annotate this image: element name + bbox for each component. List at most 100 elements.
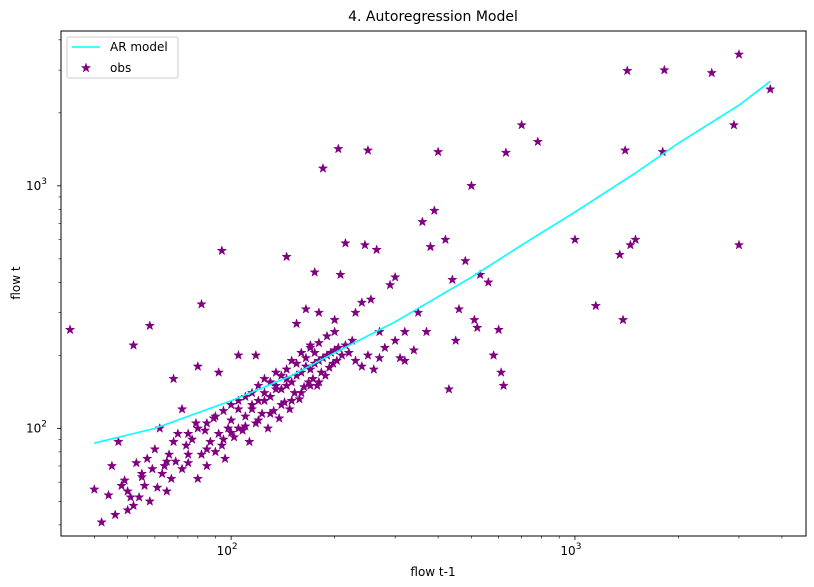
obs-point	[309, 266, 320, 277]
obs-point	[270, 383, 282, 394]
obs-point	[152, 482, 163, 493]
obs-point	[205, 436, 216, 447]
obs-point	[614, 249, 626, 260]
obs-point	[516, 119, 527, 130]
x-tick-exponent: 2	[232, 542, 238, 552]
obs-point	[176, 463, 188, 474]
obs-point	[190, 417, 202, 428]
obs-point	[450, 335, 461, 346]
obs-point	[265, 408, 276, 419]
obs-point	[346, 335, 358, 346]
obs-point	[460, 255, 471, 266]
obs-point	[125, 491, 136, 502]
obs-point	[225, 399, 237, 410]
obs-point	[273, 412, 285, 423]
x-axis-label: flow t-1	[410, 565, 455, 579]
obs-point	[210, 410, 221, 421]
obs-point	[246, 403, 258, 414]
obs-point	[728, 119, 740, 130]
obs-point	[286, 395, 297, 406]
obs-point	[440, 234, 451, 245]
obs-point	[313, 337, 325, 348]
obs-point	[590, 300, 602, 311]
obs-point	[296, 387, 307, 398]
obs-point	[113, 436, 124, 447]
obs-point	[764, 83, 776, 94]
obs-point	[144, 320, 156, 331]
obs-point	[300, 352, 312, 363]
obs-point	[500, 147, 512, 158]
obs-point	[250, 349, 262, 360]
obs-point	[532, 136, 544, 147]
obs-point	[186, 433, 198, 444]
obs-point	[291, 318, 302, 329]
obs-point	[340, 237, 351, 248]
obs-point	[394, 352, 406, 363]
obs-point	[333, 143, 344, 154]
obs-point	[281, 380, 292, 391]
obs-point	[619, 144, 631, 155]
obs-point	[331, 355, 343, 366]
obs-point	[233, 349, 244, 360]
obs-point	[219, 453, 231, 464]
obs-point	[192, 422, 204, 433]
axes-frame	[60, 30, 807, 537]
obs-point	[240, 410, 251, 421]
obs-point	[201, 460, 213, 471]
y-tick-exponent: 2	[41, 419, 47, 429]
obs-point	[291, 358, 302, 369]
obs-point	[131, 457, 142, 468]
obs-point	[253, 380, 264, 391]
obs-point	[154, 422, 166, 433]
obs-point	[296, 366, 307, 377]
obs-point	[172, 428, 184, 439]
obs-point	[350, 307, 361, 318]
obs-point	[329, 326, 340, 337]
obs-point	[139, 480, 150, 491]
obs-point	[469, 314, 480, 325]
obs-point	[706, 67, 718, 78]
obs-point	[296, 347, 307, 358]
obs-point	[472, 322, 483, 333]
obs-point	[284, 403, 295, 414]
obs-point	[168, 373, 179, 384]
legend-label-obs: obs	[110, 61, 131, 75]
obs-point	[630, 234, 641, 245]
obs-point	[493, 324, 504, 335]
obs-point	[192, 473, 204, 484]
obs-point	[488, 349, 499, 360]
x-tick-exponent: 3	[576, 542, 582, 552]
obs-point	[176, 403, 188, 414]
obs-point	[443, 383, 455, 394]
obs-point	[336, 349, 348, 360]
obs-point	[199, 424, 211, 436]
obs-point	[210, 446, 221, 457]
obs-point	[213, 366, 224, 377]
obs-point	[389, 335, 401, 346]
obs-point	[201, 417, 213, 428]
obs-point	[265, 391, 276, 402]
series-layer	[64, 48, 776, 527]
legend-star-swatch	[80, 62, 92, 73]
obs-point	[233, 403, 244, 414]
obs-point	[182, 457, 194, 468]
obs-point	[371, 244, 382, 255]
obs-point	[161, 455, 173, 467]
obs-point	[483, 276, 494, 287]
obs-point	[96, 516, 107, 527]
obs-point	[196, 448, 207, 460]
obs-point	[335, 269, 346, 280]
obs-point	[225, 414, 237, 425]
obs-point	[286, 355, 297, 366]
obs-point	[109, 509, 121, 520]
obs-point	[313, 307, 325, 318]
obs-point	[144, 495, 156, 506]
obs-point	[182, 428, 194, 439]
obs-point	[213, 428, 224, 439]
obs-point	[389, 271, 401, 282]
obs-point	[240, 391, 251, 402]
obs-point	[498, 380, 509, 391]
obs-point	[368, 363, 380, 374]
obs-point	[305, 339, 316, 350]
